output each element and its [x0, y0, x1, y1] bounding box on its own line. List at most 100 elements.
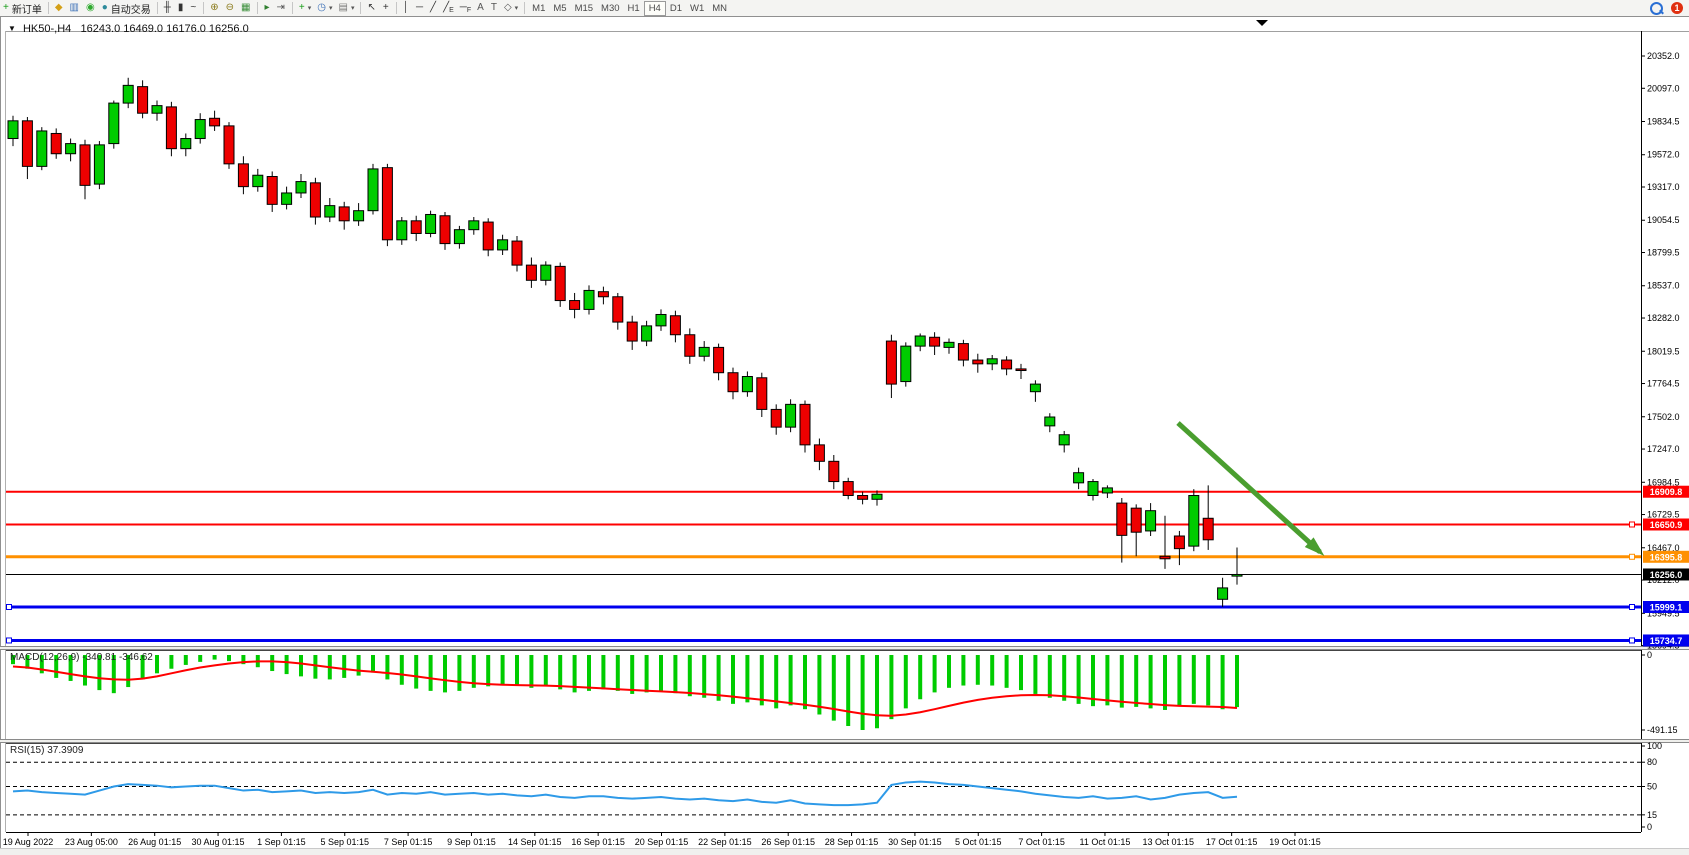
candlestick[interactable]: [367, 168, 379, 212]
candlestick[interactable]: [281, 192, 293, 205]
candlestick[interactable]: [353, 210, 365, 222]
candlestick[interactable]: [137, 86, 149, 114]
line-handle[interactable]: [6, 637, 12, 644]
new-order-button[interactable]: + 新订单: [0, 1, 45, 16]
cursor-icon[interactable]: ↖: [364, 1, 379, 15]
candlestick[interactable]: [482, 221, 494, 251]
crosshair-icon[interactable]: +: [380, 1, 393, 15]
dropdown-caret-icon[interactable]: ▾: [307, 5, 312, 12]
trend-arrow-line[interactable]: [1176, 421, 1322, 554]
fibonacci-icon[interactable]: ─ F: [457, 1, 474, 15]
candlestick[interactable]: [785, 403, 797, 428]
candlestick[interactable]: [381, 167, 393, 241]
candlestick[interactable]: [914, 335, 926, 347]
candlestick[interactable]: [396, 220, 408, 241]
chart-window-icon[interactable]: ▥: [67, 1, 83, 15]
candlestick[interactable]: [929, 336, 941, 347]
timeframe-button-m1[interactable]: M1: [532, 2, 546, 14]
candlestick[interactable]: [79, 144, 91, 186]
arrows-button[interactable]: ◇ ▾: [501, 1, 521, 15]
candlestick[interactable]: [1202, 517, 1214, 541]
candlestick[interactable]: [698, 346, 710, 357]
timeframe-button-d1[interactable]: D1: [669, 2, 682, 14]
candlestick[interactable]: [21, 120, 33, 167]
candlestick[interactable]: [885, 340, 897, 385]
candlestick[interactable]: [1159, 555, 1171, 560]
candlestick[interactable]: [1173, 535, 1185, 550]
horizontal-line-icon[interactable]: ─: [413, 1, 427, 15]
zoom-in-icon[interactable]: ⊕: [207, 1, 222, 15]
templates-button[interactable]: ▤ ▾: [336, 1, 358, 15]
zoom-out-icon[interactable]: ⊖: [223, 1, 238, 15]
candlestick[interactable]: [324, 205, 336, 218]
candlestick[interactable]: [1044, 416, 1056, 427]
candlestick[interactable]: [857, 494, 869, 500]
candlestick[interactable]: [1188, 494, 1200, 547]
candlestick[interactable]: [511, 240, 523, 266]
notifications-icon[interactable]: 1: [1671, 2, 1683, 14]
indicators-button[interactable]: + ▾: [296, 1, 314, 15]
ohlc-bars-icon[interactable]: ╫: [161, 1, 175, 15]
candlestick[interactable]: [554, 265, 566, 302]
candlestick[interactable]: [986, 358, 998, 365]
candlestick[interactable]: [612, 296, 624, 323]
candlestick[interactable]: [972, 359, 984, 365]
candlestick[interactable]: [1101, 487, 1113, 494]
search-icon[interactable]: [1650, 1, 1663, 15]
candlestick[interactable]: [497, 239, 509, 251]
candlestick[interactable]: [655, 313, 667, 327]
candlestick[interactable]: [684, 334, 696, 357]
candlestick[interactable]: [410, 220, 422, 234]
candlestick[interactable]: [727, 372, 739, 393]
timeframe-button-h1[interactable]: H1: [627, 2, 640, 14]
candlestick[interactable]: [1217, 587, 1229, 600]
timeframe-button-m30[interactable]: M30: [601, 2, 620, 14]
candlestick[interactable]: [597, 291, 609, 298]
candlestick[interactable]: [108, 102, 120, 145]
candlestick[interactable]: [295, 181, 307, 194]
candlestick[interactable]: [713, 346, 725, 374]
auto-scroll-icon[interactable]: ▸: [261, 1, 273, 15]
timeframe-button-m15[interactable]: M15: [574, 2, 594, 14]
candlestick[interactable]: [1029, 383, 1041, 393]
line-handle[interactable]: [1629, 521, 1635, 528]
line-handle[interactable]: [1629, 637, 1635, 644]
chart-shift-marker-icon[interactable]: [1256, 20, 1268, 26]
candlestick[interactable]: [828, 460, 840, 483]
candlestick[interactable]: [641, 325, 653, 342]
text-label-icon[interactable]: T: [488, 1, 501, 15]
autotrading-button[interactable]: ● 自动交易: [99, 1, 154, 16]
candlestick[interactable]: [813, 444, 825, 462]
panel-separator[interactable]: [0, 739, 1689, 743]
candlestick[interactable]: [1058, 434, 1070, 446]
candlestick[interactable]: [756, 377, 768, 410]
candlestick[interactable]: [439, 215, 451, 245]
candlestick[interactable]: [871, 493, 883, 500]
candlestick[interactable]: [165, 106, 177, 150]
collapse-triangle-icon[interactable]: ▼: [8, 24, 16, 33]
candlestick[interactable]: [266, 176, 278, 205]
candlestick[interactable]: [338, 206, 350, 222]
candlestick[interactable]: [525, 264, 537, 281]
dropdown-caret-icon[interactable]: ▾: [328, 5, 333, 12]
candlestick-chart-icon[interactable]: ▮: [175, 1, 188, 15]
candlestick[interactable]: [151, 105, 163, 114]
timeframe-button-mn[interactable]: MN: [712, 2, 728, 14]
candlestick[interactable]: [900, 345, 912, 383]
launcher-icon[interactable]: ◆: [52, 1, 67, 15]
candlestick[interactable]: [957, 343, 969, 361]
candlestick[interactable]: [626, 321, 638, 342]
candlestick[interactable]: [209, 117, 221, 127]
candlestick[interactable]: [453, 229, 465, 245]
trendline-icon[interactable]: ╱: [427, 1, 440, 15]
candlestick[interactable]: [1001, 359, 1013, 370]
candlestick[interactable]: [1087, 481, 1099, 496]
candlestick[interactable]: [799, 403, 811, 446]
candlestick[interactable]: [583, 289, 595, 310]
candlestick[interactable]: [1130, 507, 1142, 533]
candlestick[interactable]: [468, 220, 480, 231]
signals-icon[interactable]: ◉: [83, 1, 99, 15]
periods-button[interactable]: ◷ ▾: [314, 1, 335, 15]
equidistant-channel-icon[interactable]: ╱ E: [440, 1, 457, 15]
candlestick[interactable]: [1231, 573, 1243, 577]
